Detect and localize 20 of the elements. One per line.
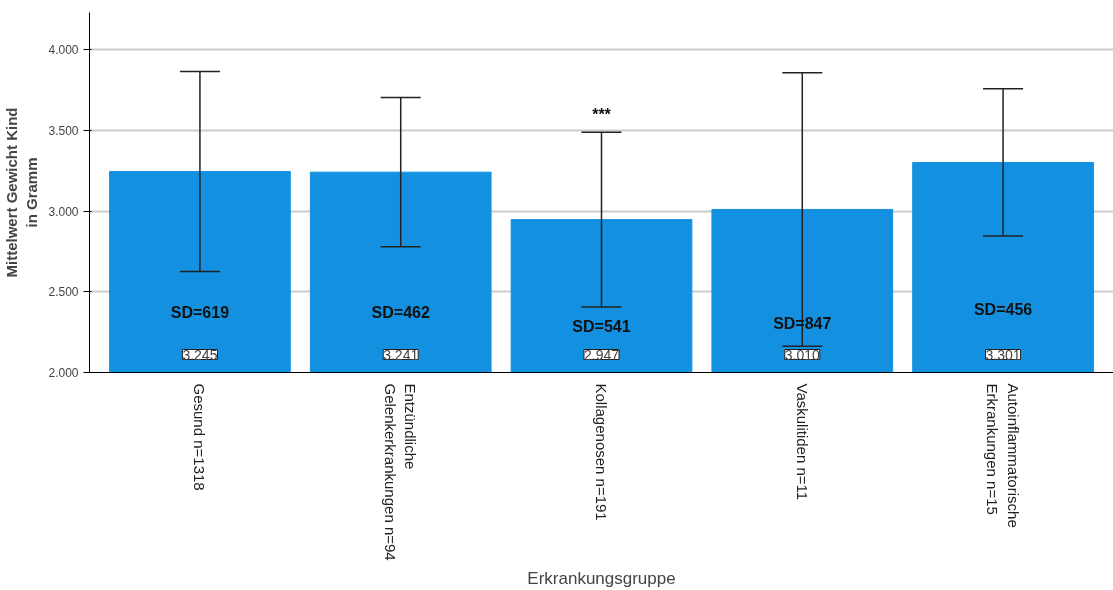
y-tick-label: 2.000 [48, 366, 79, 380]
y-tick-label: 2.500 [48, 285, 79, 300]
data-label: 3.245 [182, 346, 218, 363]
y-tick-label: 3.000 [48, 204, 79, 219]
annotation: SD=541 [572, 318, 631, 336]
data-label: 3.241 [383, 346, 419, 363]
x-tick-label: Kollagenosen n=191 [593, 383, 610, 521]
annotation: SD=456 [973, 300, 1033, 318]
y-tick-label: 4.000 [48, 43, 79, 58]
y-tick-label: 3.500 [48, 123, 79, 138]
annotation: SD=462 [371, 303, 430, 321]
x-axis-title: Erkrankungsgruppe [527, 568, 676, 588]
data-label: 3.301 [985, 346, 1021, 363]
x-tick-label: Gesund n=1318 [191, 383, 209, 491]
y-axis-title: Mittelwert Gewicht Kind in Gramm [3, 107, 41, 278]
x-tick-label: Autoinflammatorische Erkrankungen n=15 [984, 383, 1022, 528]
annotation: SD=619 [170, 303, 230, 321]
x-tick-label: Vaskulitiden n=11 [793, 383, 811, 501]
annotation: *** [592, 105, 612, 123]
x-tick-label: Entzündliche Gelenkerkrankungen n=94 [382, 383, 420, 561]
